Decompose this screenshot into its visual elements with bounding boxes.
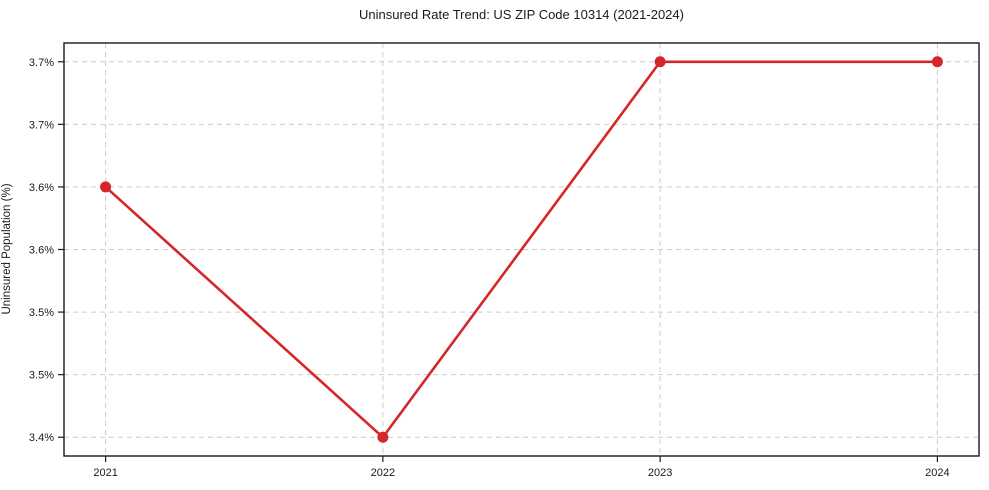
y-tick-label: 3.6% <box>29 245 54 257</box>
data-point-2024 <box>931 56 943 68</box>
y-tick-label: 3.7% <box>29 57 54 69</box>
y-tick-label: 3.7% <box>29 119 54 131</box>
trend-line <box>104 60 939 439</box>
y-tick-label: 3.4% <box>29 432 54 444</box>
data-point-2023 <box>654 56 666 68</box>
data-point-2022 <box>377 431 389 443</box>
y-tick-label: 3.5% <box>29 307 54 319</box>
y-tick-label: 3.5% <box>29 370 54 382</box>
x-tick-label: 2022 <box>371 467 395 479</box>
chart-title: Uninsured Rate Trend: US ZIP Code 10314 … <box>359 7 684 22</box>
x-tick-label: 2024 <box>925 467 949 479</box>
plot-border <box>63 42 980 457</box>
data-point-2021 <box>100 181 112 193</box>
x-tick-label: 2021 <box>93 467 117 479</box>
x-tick-label: 2023 <box>648 467 672 479</box>
y-tick-label: 3.6% <box>29 182 54 194</box>
